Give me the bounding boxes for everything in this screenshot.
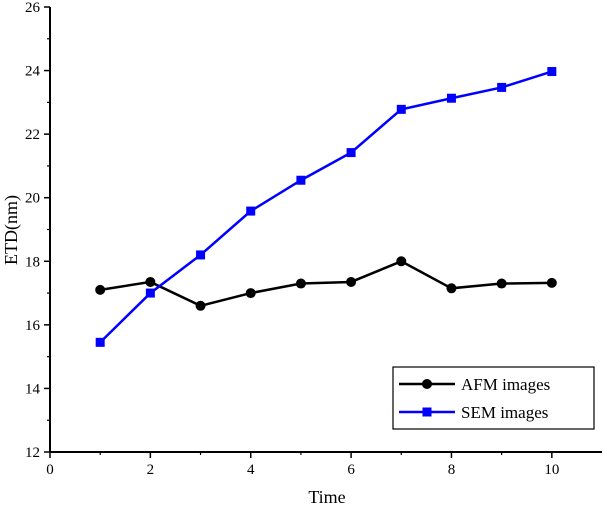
series-sem-images [95, 67, 557, 347]
legend: AFM images SEM images [392, 366, 595, 430]
data-point [196, 250, 206, 260]
y-tick-label: 26 [25, 0, 41, 16]
data-point [446, 283, 457, 294]
data-point [145, 276, 156, 287]
data-point [396, 256, 407, 267]
data-point [546, 277, 557, 288]
series-line [99, 259, 552, 308]
y-tick-label: 12 [25, 445, 40, 461]
x-axis-title: Time [308, 487, 345, 507]
y-tick-label: 20 [25, 191, 40, 207]
y-tick-label: 16 [25, 318, 41, 334]
data-point [246, 206, 256, 216]
legend-marker [422, 407, 432, 417]
data-point [547, 67, 557, 77]
x-tick-label: 8 [448, 462, 456, 478]
data-point [95, 337, 105, 347]
x-tick-label: 6 [347, 462, 355, 478]
data-point [446, 93, 456, 103]
data-point [295, 278, 306, 289]
data-point [145, 288, 155, 298]
legend-label: AFM images [461, 375, 550, 394]
legend-box [392, 366, 595, 430]
data-point [95, 284, 106, 295]
data-point [497, 82, 507, 92]
y-tick-label: 22 [25, 127, 40, 143]
series-line [99, 70, 553, 344]
series-layer [95, 67, 557, 347]
y-tick-label: 24 [25, 64, 41, 80]
legend-marker [422, 379, 432, 389]
x-tick-label: 2 [147, 462, 155, 478]
x-tick-label: 10 [544, 462, 559, 478]
y-tick-label: 14 [25, 381, 41, 397]
data-point [245, 288, 256, 299]
data-point [346, 276, 357, 287]
x-tick-label: 0 [46, 462, 54, 478]
data-point [346, 148, 356, 158]
data-point [296, 175, 306, 185]
data-point [396, 104, 406, 114]
x-tick-label: 4 [247, 462, 255, 478]
y-axis-title: ETD(nm) [1, 195, 22, 265]
y-tick-label: 18 [25, 254, 40, 270]
data-point [496, 278, 507, 289]
data-point [195, 300, 206, 311]
series-afm-images [95, 256, 557, 311]
legend-label: SEM images [461, 403, 548, 422]
